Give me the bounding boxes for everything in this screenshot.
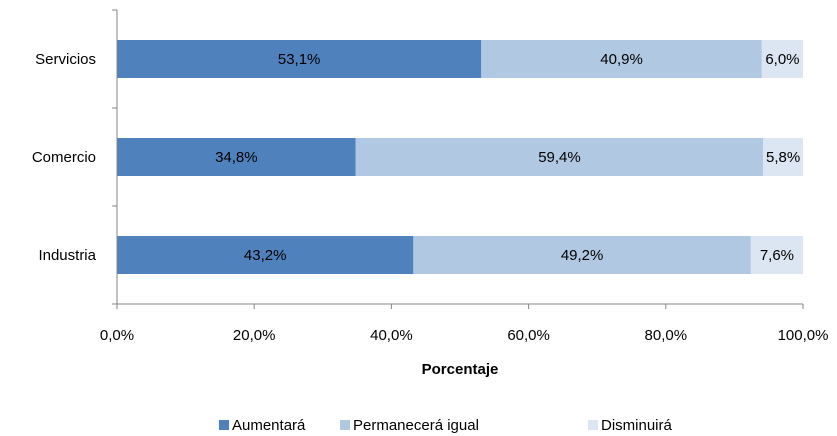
- category-label: Comercio: [32, 149, 96, 166]
- legend-label: Aumentará: [232, 417, 306, 434]
- x-tick-label: 80,0%: [645, 327, 688, 344]
- legend-swatch: [340, 420, 350, 430]
- bar-servicios-series-0: [117, 40, 482, 78]
- bar-comercio-series-1: [355, 138, 764, 176]
- category-label: Servicios: [35, 51, 96, 68]
- plot-area: 53,1% 40,9% 6,0% Servicios 34,8% 59,4% 5,8% Com…: [32, 9, 829, 344]
- bar-comercio-series-0: [117, 138, 356, 176]
- x-tick-label: 20,0%: [233, 327, 276, 344]
- legend-label: Permanecerá igual: [353, 417, 479, 434]
- x-tick-label: 0,0%: [100, 327, 134, 344]
- x-tick-label: 40,0%: [370, 327, 413, 344]
- bar-comercio-series-2: [763, 138, 803, 176]
- legend: Aumentará Permanecerá igual Disminuirá: [219, 417, 673, 434]
- data-label: 49,2%: [561, 247, 604, 264]
- data-label: 53,1%: [278, 51, 321, 68]
- x-tick-label: 60,0%: [507, 327, 550, 344]
- bar-servicios-series-1: [481, 40, 762, 78]
- bar-servicios-series-2: [761, 40, 803, 78]
- data-label: 6,0%: [765, 51, 799, 68]
- bar-industria-series-1: [413, 236, 751, 274]
- data-label: 34,8%: [215, 149, 258, 166]
- legend-label: Disminuirá: [601, 417, 673, 434]
- data-label: 59,4%: [538, 149, 581, 166]
- data-label: 40,9%: [600, 51, 643, 68]
- data-label: 43,2%: [244, 247, 287, 264]
- bar-industria-series-0: [117, 236, 414, 274]
- data-label: 5,8%: [766, 149, 800, 166]
- legend-swatch: [588, 420, 598, 430]
- bar-industria-series-2: [750, 236, 803, 274]
- category-label: Industria: [38, 247, 96, 264]
- data-label: 7,6%: [760, 247, 794, 264]
- legend-swatch: [219, 420, 229, 430]
- x-tick-label: 100,0%: [778, 327, 829, 344]
- x-axis-title: Porcentaje: [422, 361, 499, 378]
